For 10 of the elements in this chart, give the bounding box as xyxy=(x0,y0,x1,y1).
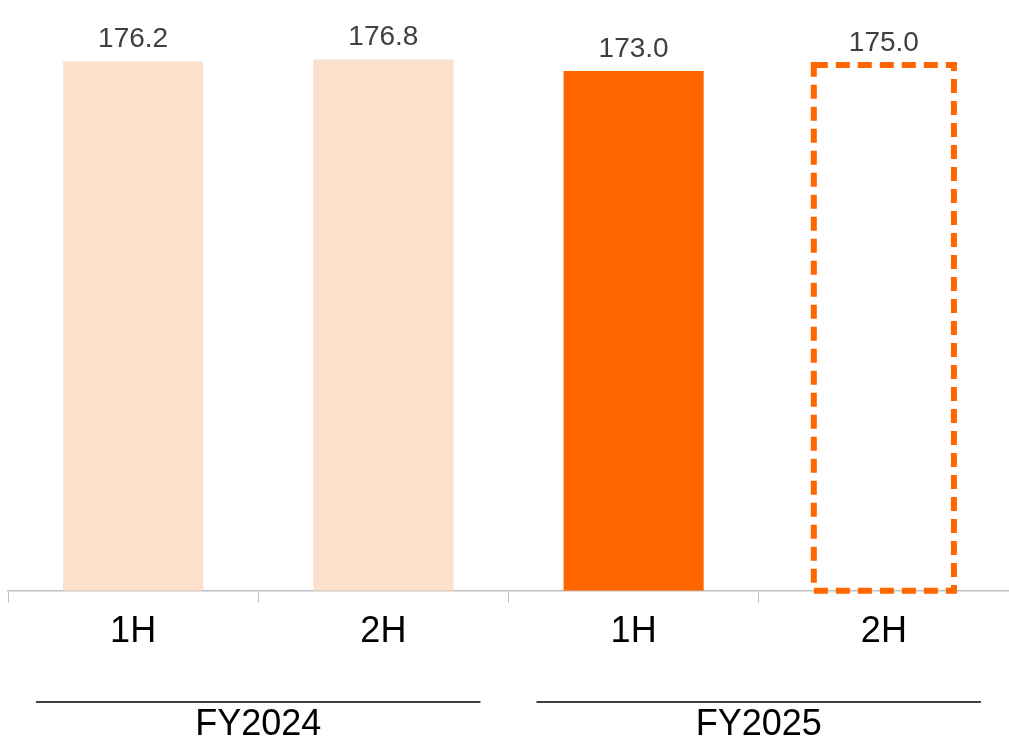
text: FY2024 xyxy=(195,701,322,743)
x-tick-label: 2H xyxy=(860,609,907,651)
x-tick-label: 1H xyxy=(610,609,657,651)
data-label: 173.0 xyxy=(598,31,669,63)
text: FY2025 xyxy=(695,701,822,743)
data-label: 176.2 xyxy=(98,22,169,54)
data-label: 176.8 xyxy=(348,20,419,52)
x-tick-label: 1H xyxy=(110,609,157,651)
x-tick-label: 2H xyxy=(360,609,407,651)
data-label: 175.0 xyxy=(848,25,919,57)
